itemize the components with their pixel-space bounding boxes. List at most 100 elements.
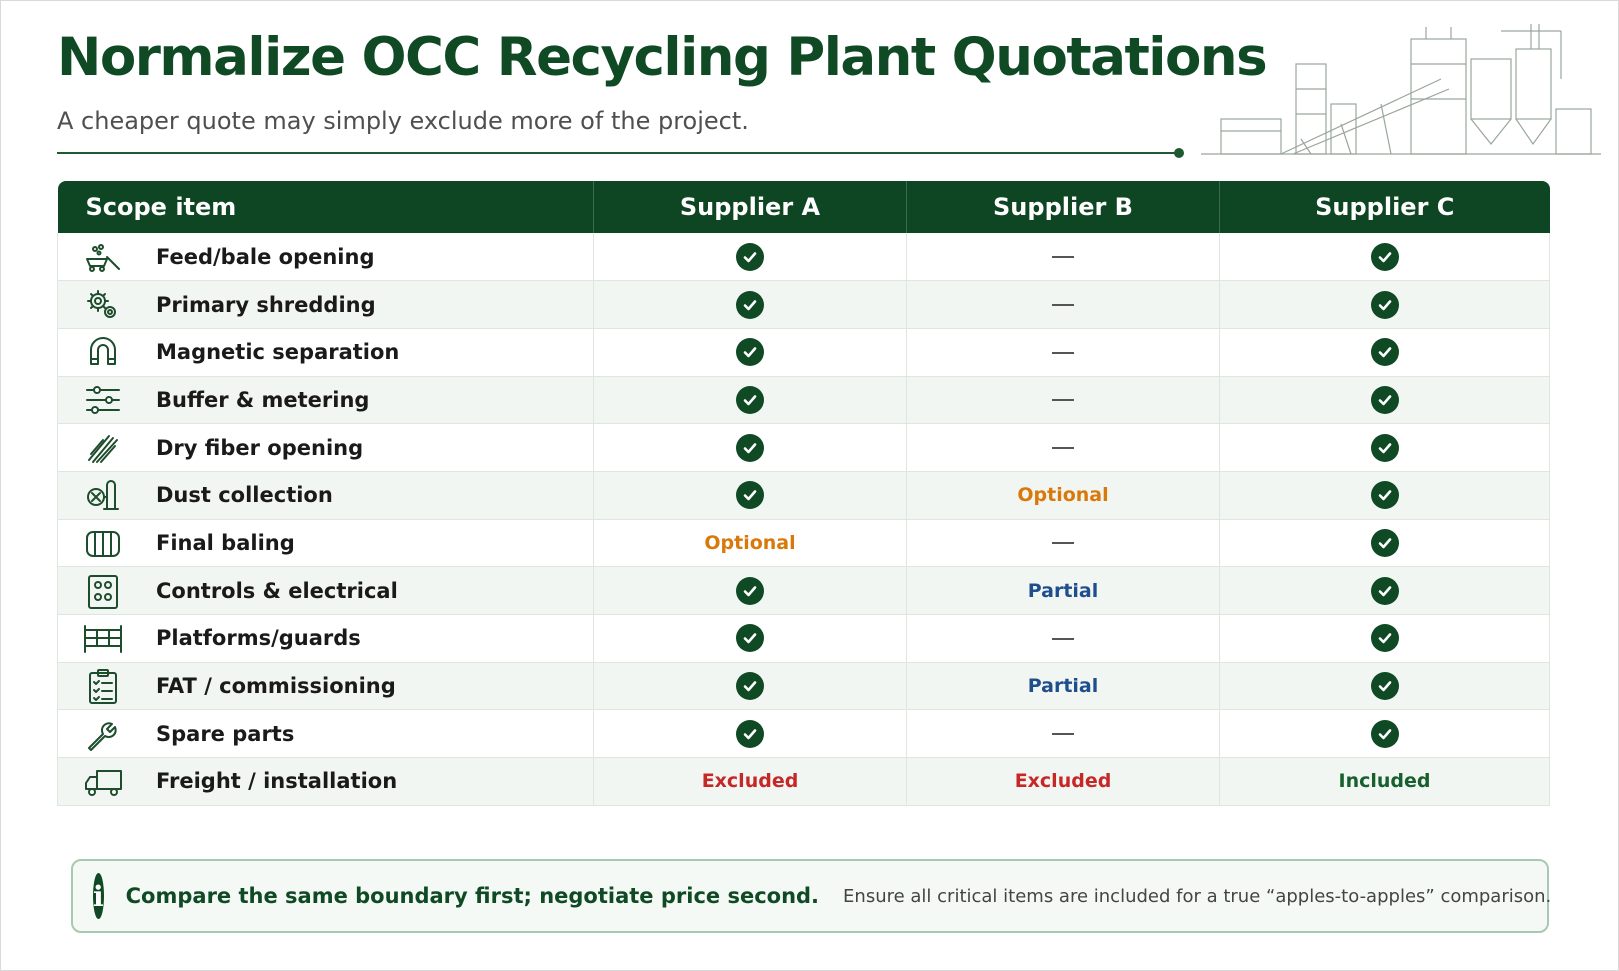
supplier-a-cell: Excluded (593, 757, 907, 806)
not-included-dash (1052, 304, 1074, 307)
check-icon (1370, 672, 1399, 701)
supplier-b-cell: Partial (906, 662, 1220, 711)
check-icon (1370, 624, 1399, 653)
page-title: Normalize OCC Recycling Plant Quotations (57, 27, 1268, 88)
scope-item-label: Magnetic separation (156, 340, 400, 365)
check-icon (1370, 385, 1399, 414)
supplier-b-cell (906, 376, 1220, 425)
scope-item-label: Dust collection (156, 483, 333, 508)
status-included: Included (1338, 770, 1431, 793)
table-row: Dust collection Optional (57, 471, 1550, 520)
not-included-dash (1052, 637, 1074, 640)
check-icon (1370, 481, 1399, 510)
scope-cell: Buffer & metering (57, 376, 594, 425)
scope-cell: Feed/bale opening (57, 233, 594, 282)
supplier-c-cell (1219, 614, 1550, 663)
check-icon (1370, 242, 1399, 271)
supplier-b-cell (906, 280, 1220, 329)
scope-cell: Primary shredding (57, 280, 594, 329)
supplier-c-cell (1219, 376, 1550, 425)
conveyor-feed-icon (80, 237, 126, 277)
divider-dot (1174, 148, 1184, 158)
table-row: Magnetic separation (57, 328, 1550, 377)
supplier-c-cell (1219, 662, 1550, 711)
magnet-icon (80, 332, 126, 372)
supplier-c-cell (1219, 471, 1550, 520)
supplier-a-cell (593, 662, 907, 711)
table-row: FAT / commissioning Partial (57, 662, 1550, 711)
check-icon (1370, 719, 1399, 748)
scope-item-label: FAT / commissioning (156, 674, 396, 699)
table-body: Feed/bale opening Primary shredding Magnet… (57, 233, 1550, 806)
supplier-b-cell (906, 614, 1220, 663)
dust-collector-icon (80, 475, 126, 515)
scope-item-label: Freight / installation (156, 769, 398, 794)
supplier-c-cell (1219, 280, 1550, 329)
scope-cell: FAT / commissioning (57, 662, 594, 711)
supplier-a-cell (593, 280, 907, 329)
not-included-dash (1052, 256, 1074, 259)
supplier-c-cell (1219, 519, 1550, 568)
table-row: Freight / installation Excluded Excluded In… (57, 757, 1550, 806)
page-subtitle: A cheaper quote may simply exclude more … (57, 107, 749, 135)
check-icon (736, 624, 764, 653)
table-row: Platforms/guards (57, 614, 1550, 663)
supplier-a-cell (593, 566, 907, 615)
check-icon (736, 433, 764, 462)
scope-item-label: Buffer & metering (156, 387, 370, 412)
supplier-b-cell (906, 519, 1220, 568)
status-optional: Optional (704, 531, 796, 554)
table-row: Feed/bale opening (57, 233, 1550, 282)
status-excluded: Excluded (1014, 770, 1112, 793)
check-icon (736, 576, 764, 605)
callout-text: Ensure all critical items are included f… (843, 885, 1552, 907)
column-header-scope: Scope item (57, 181, 594, 233)
scope-cell: Magnetic separation (57, 328, 594, 377)
scope-item-label: Primary shredding (156, 292, 376, 317)
supplier-b-cell: Partial (906, 566, 1220, 615)
supplier-a-cell (593, 423, 907, 472)
scope-cell: Dry fiber opening (57, 423, 594, 472)
wrench-icon (80, 714, 126, 754)
supplier-c-cell (1219, 423, 1550, 472)
supplier-a-cell (593, 709, 907, 759)
supplier-a-cell (593, 328, 907, 377)
callout-headline: Compare the same boundary first; negotia… (125, 884, 820, 908)
table-header-row: Scope item Supplier A Supplier B Supplie… (57, 181, 1550, 233)
scope-item-label: Feed/bale opening (156, 244, 375, 269)
check-icon (736, 338, 764, 367)
scope-cell: Controls & electrical (57, 566, 594, 615)
supplier-c-cell (1219, 566, 1550, 615)
table-row: Buffer & metering (57, 376, 1550, 425)
supplier-a-cell (593, 376, 907, 425)
scope-cell: Final baling (57, 519, 594, 568)
check-icon (736, 290, 764, 319)
check-icon (736, 481, 764, 510)
scope-item-label: Platforms/guards (156, 626, 361, 651)
info-callout: i Compare the same boundary first; negot… (71, 859, 1552, 933)
check-icon (736, 385, 764, 414)
supplier-a-cell (593, 233, 907, 282)
supplier-c-cell (1219, 709, 1550, 759)
check-icon (1370, 576, 1399, 605)
check-icon (1370, 528, 1399, 557)
supplier-a-cell: Optional (593, 519, 907, 568)
supplier-b-cell (906, 328, 1220, 377)
check-icon (1370, 338, 1399, 367)
not-included-dash (1052, 399, 1074, 402)
scope-cell: Spare parts (57, 709, 594, 759)
check-icon (736, 719, 764, 748)
table-row: Dry fiber opening (57, 423, 1550, 472)
fiber-icon (80, 428, 126, 468)
supplier-b-cell (906, 233, 1220, 282)
supplier-c-cell (1219, 233, 1550, 282)
supplier-c-cell (1219, 328, 1550, 377)
gears-icon (80, 285, 126, 325)
supplier-b-cell: Optional (906, 471, 1220, 520)
check-icon (736, 242, 764, 271)
column-header-supplier-b: Supplier B (906, 181, 1220, 233)
supplier-a-cell (593, 614, 907, 663)
sliders-icon (80, 380, 126, 420)
table-row: Final baling Optional (57, 519, 1550, 568)
